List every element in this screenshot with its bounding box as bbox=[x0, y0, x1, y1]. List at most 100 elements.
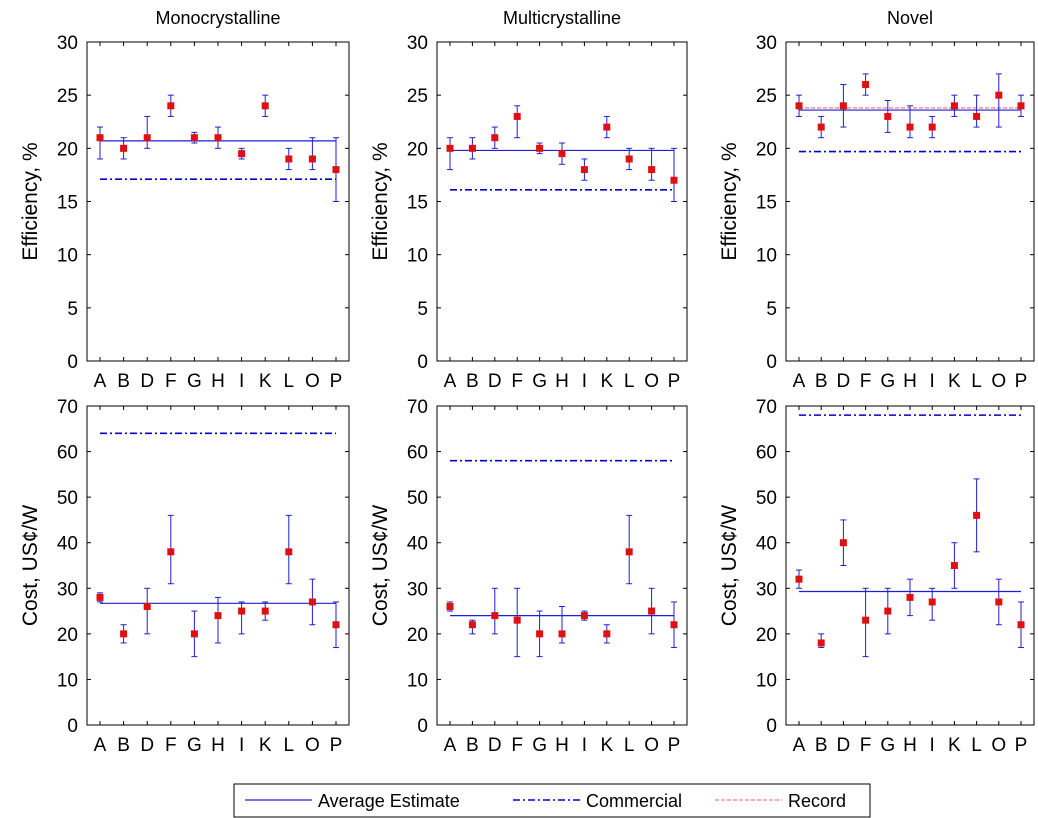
y-tick-label: 60 bbox=[407, 443, 428, 464]
x-tick-label: H bbox=[903, 735, 917, 756]
legend-label-commercial: Commercial bbox=[586, 791, 682, 811]
x-tick-label: P bbox=[1015, 735, 1028, 756]
data-point-K bbox=[603, 630, 611, 638]
data-point-H bbox=[214, 612, 222, 620]
data-point-H bbox=[558, 150, 566, 158]
x-tick-label: K bbox=[948, 735, 961, 756]
x-tick-label: L bbox=[284, 371, 295, 392]
data-point-A bbox=[96, 593, 104, 601]
data-point-D bbox=[143, 134, 151, 142]
y-tick-label: 70 bbox=[756, 397, 777, 418]
x-tick-label: D bbox=[837, 371, 851, 392]
data-point-O bbox=[648, 166, 656, 174]
data-point-B bbox=[468, 144, 476, 152]
panel-title: Novel bbox=[887, 8, 933, 28]
data-point-B bbox=[120, 630, 128, 638]
y-tick-label: 10 bbox=[57, 670, 78, 691]
x-tick-label: G bbox=[880, 371, 895, 392]
data-point-I bbox=[580, 166, 588, 174]
x-tick-label: H bbox=[903, 371, 917, 392]
data-point-F bbox=[862, 81, 870, 89]
y-axis-label: Efficiency, % bbox=[19, 142, 42, 260]
x-tick-label: G bbox=[880, 735, 895, 756]
x-tick-label: F bbox=[165, 735, 177, 756]
y-tick-label: 5 bbox=[766, 299, 777, 320]
y-tick-label: 15 bbox=[407, 193, 428, 214]
x-tick-label: F bbox=[511, 735, 523, 756]
data-point-D bbox=[839, 539, 847, 547]
y-tick-label: 20 bbox=[756, 625, 777, 646]
x-tick-label: L bbox=[971, 371, 982, 392]
data-point-O bbox=[308, 598, 316, 606]
y-tick-label: 0 bbox=[766, 716, 777, 737]
data-point-K bbox=[950, 562, 958, 569]
x-tick-label: I bbox=[239, 371, 244, 392]
y-tick-label: 50 bbox=[57, 488, 78, 509]
x-tick-label: L bbox=[971, 735, 982, 756]
x-tick-label: B bbox=[466, 371, 479, 392]
data-point-F bbox=[513, 616, 521, 624]
x-tick-label: F bbox=[860, 735, 872, 756]
y-tick-label: 0 bbox=[67, 716, 78, 737]
y-axis-label: Efficiency, % bbox=[718, 142, 741, 260]
data-point-D bbox=[143, 603, 151, 611]
x-tick-label: D bbox=[837, 735, 851, 756]
x-tick-label: A bbox=[793, 735, 806, 756]
y-tick-label: 25 bbox=[407, 86, 428, 107]
axes-frame bbox=[436, 405, 688, 726]
y-axis-label: Cost, US¢/W bbox=[369, 505, 392, 627]
data-point-P bbox=[332, 166, 340, 174]
panel-mono-cost: 0 10 20 30 40 50 60 70 A B D F G H I K L O P Cost, US¢/W bbox=[19, 397, 350, 756]
data-point-D bbox=[839, 102, 847, 110]
data-point-I bbox=[928, 123, 936, 131]
data-point-I bbox=[238, 150, 246, 158]
data-point-G bbox=[190, 134, 198, 142]
y-tick-label: 5 bbox=[67, 299, 78, 320]
panel-novel-eff: 0 5 10 15 20 25 30 A B D F G H I K L O P Novel Efficiency, … bbox=[718, 8, 1035, 392]
x-tick-label: H bbox=[555, 735, 569, 756]
y-tick-label: 60 bbox=[756, 443, 777, 464]
data-point-I bbox=[580, 612, 588, 620]
x-tick-label: B bbox=[117, 371, 130, 392]
data-point-D bbox=[491, 134, 499, 142]
data-point-O bbox=[308, 155, 316, 163]
x-tick-label: K bbox=[259, 735, 272, 756]
data-point-H bbox=[214, 134, 222, 142]
x-tick-label: D bbox=[488, 371, 502, 392]
x-tick-label: I bbox=[930, 735, 935, 756]
data-point-G bbox=[884, 112, 892, 120]
x-tick-label: P bbox=[1015, 371, 1028, 392]
x-tick-label: L bbox=[624, 371, 635, 392]
x-tick-label: A bbox=[793, 371, 806, 392]
data-point-P bbox=[1017, 621, 1025, 629]
y-tick-label: 50 bbox=[407, 488, 428, 509]
data-point-K bbox=[603, 123, 611, 131]
data-point-F bbox=[862, 616, 870, 624]
axes-frame bbox=[86, 405, 350, 726]
data-point-A bbox=[795, 575, 803, 583]
y-tick-label: 30 bbox=[407, 33, 428, 54]
panel-mono-eff: 0 5 10 15 20 25 30 A B D F G H I K L O P Monocrystalline Ef… bbox=[19, 8, 350, 392]
data-point-B bbox=[817, 639, 825, 647]
x-tick-label: A bbox=[94, 735, 107, 756]
y-tick-label: 20 bbox=[57, 625, 78, 646]
data-point-K bbox=[261, 102, 269, 110]
x-tick-label: D bbox=[488, 735, 502, 756]
data-point-L bbox=[625, 548, 633, 556]
y-tick-label: 10 bbox=[756, 670, 777, 691]
data-point-B bbox=[120, 144, 128, 152]
x-tick-label: B bbox=[815, 735, 828, 756]
y-axis-label: Cost, US¢/W bbox=[19, 505, 42, 627]
y-tick-label: 10 bbox=[407, 246, 428, 267]
x-tick-label: K bbox=[259, 371, 272, 392]
x-tick-label: B bbox=[117, 735, 130, 756]
y-tick-label: 0 bbox=[417, 352, 428, 373]
x-tick-label: I bbox=[930, 371, 935, 392]
x-tick-label: D bbox=[140, 735, 154, 756]
y-axis-label: Efficiency, % bbox=[369, 142, 392, 260]
x-tick-label: I bbox=[582, 371, 587, 392]
axes-frame bbox=[785, 41, 1035, 362]
data-point-I bbox=[928, 598, 936, 606]
